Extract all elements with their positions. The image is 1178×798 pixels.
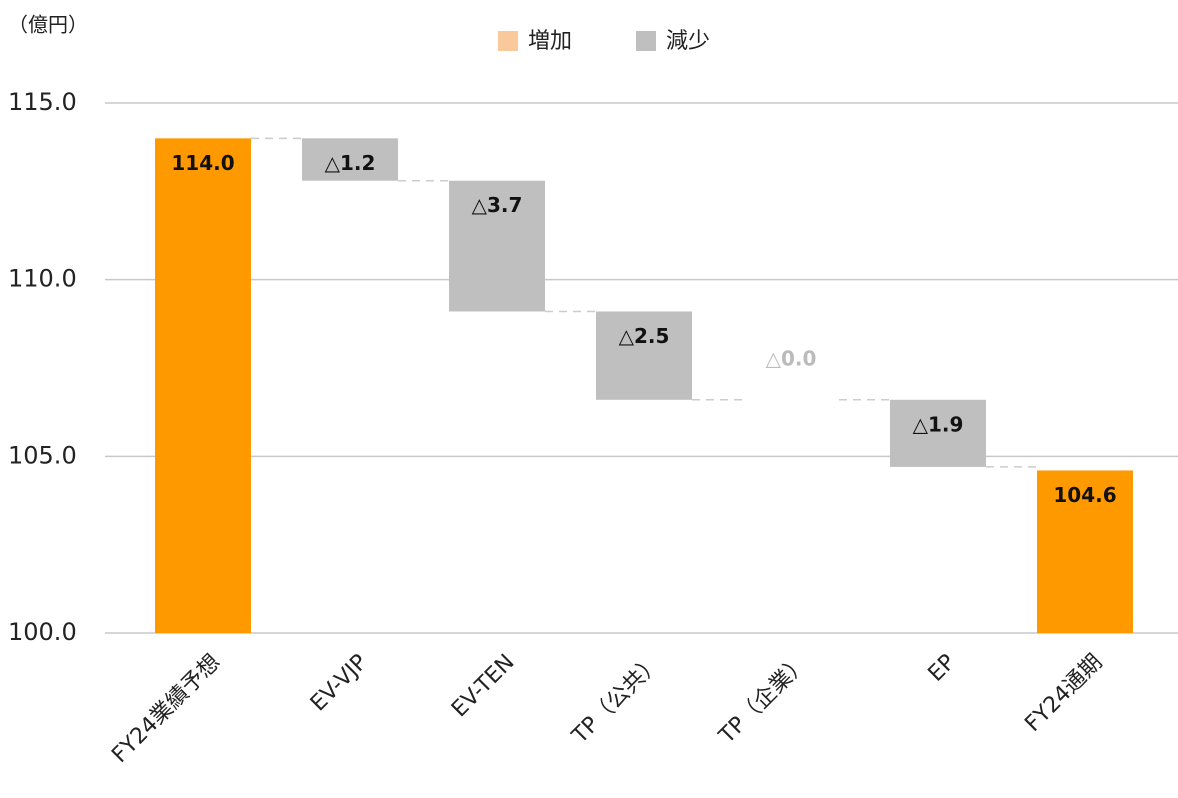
legend-swatch xyxy=(636,31,656,51)
bar xyxy=(596,311,692,400)
y-tick-label: 105.0 xyxy=(8,441,77,469)
x-tick-label: EV-TEN xyxy=(447,650,519,722)
x-tick-group: EP xyxy=(924,650,961,687)
x-tick-group: FY24業績予想 xyxy=(107,650,225,768)
value-label: 104.6 xyxy=(1053,483,1116,507)
value-label: △1.9 xyxy=(913,412,964,436)
bar xyxy=(1037,470,1133,633)
x-tick-group: EV-VJP xyxy=(306,650,373,717)
x-tick-label: EV-VJP xyxy=(306,650,373,717)
bar xyxy=(890,399,986,467)
x-tick-group: EV-TEN xyxy=(447,650,519,722)
x-tick-group: FY24通期 xyxy=(1020,650,1107,737)
y-tick-label: 115.0 xyxy=(8,88,77,116)
y-tick-label: 100.0 xyxy=(8,618,77,646)
value-label: △2.5 xyxy=(619,324,670,348)
x-tick-group: TP（公共） xyxy=(567,650,667,750)
x-tick-label: FY24業績予想 xyxy=(107,650,225,768)
value-label: 114.0 xyxy=(171,151,234,175)
x-tick-label: EP xyxy=(924,650,961,687)
legend-label: 減少 xyxy=(666,29,710,54)
bar xyxy=(155,138,251,634)
legend-label: 増加 xyxy=(528,29,572,54)
x-tick-label: TP（企業） xyxy=(714,650,814,750)
value-label: △1.2 xyxy=(325,151,376,175)
y-tick-label: 110.0 xyxy=(8,265,77,293)
bar xyxy=(449,180,545,312)
x-tick-group: TP（企業） xyxy=(714,650,814,750)
value-label: △0.0 xyxy=(766,346,817,370)
value-label: △3.7 xyxy=(472,193,523,217)
unit-label: （億円） xyxy=(8,13,88,37)
bar xyxy=(302,138,398,181)
legend-swatch xyxy=(498,31,518,51)
x-tick-label: TP（公共） xyxy=(567,650,667,750)
x-tick-label: FY24通期 xyxy=(1020,650,1107,737)
